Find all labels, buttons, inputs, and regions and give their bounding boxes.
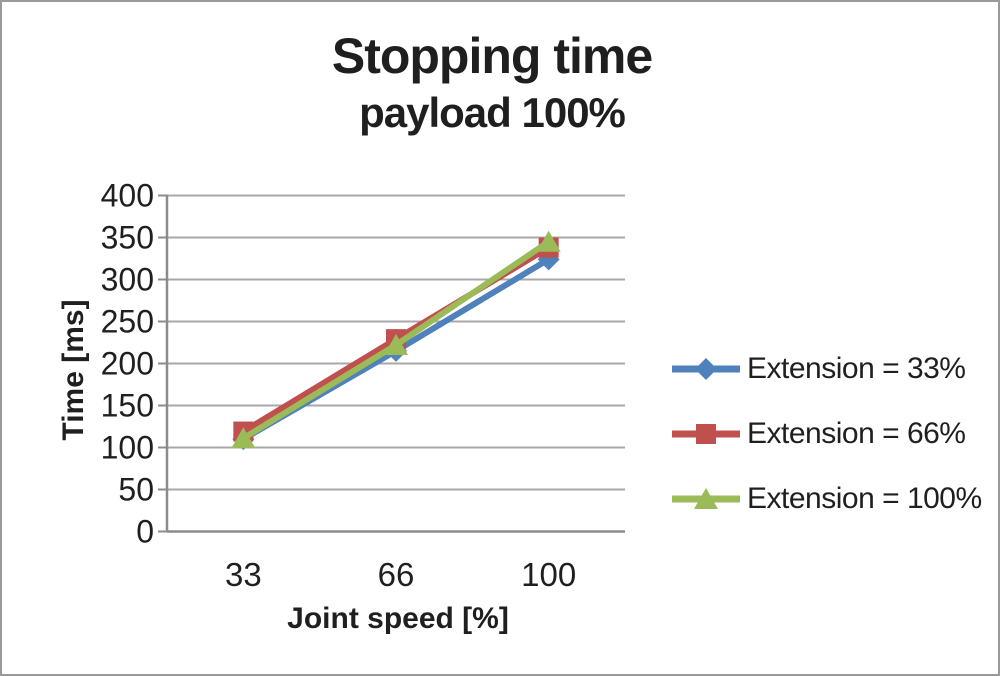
- y-tick-label: 150: [101, 388, 154, 424]
- y-tick-label: 300: [101, 262, 154, 298]
- x-tick-label: 100: [521, 556, 576, 593]
- chart-title: Stopping time: [331, 28, 653, 84]
- x-axis-title: Joint speed [%]: [287, 602, 509, 635]
- y-tick-label: 0: [136, 514, 154, 550]
- series-marker-triangle: [231, 427, 256, 449]
- chart-subtitle: payload 100%: [359, 89, 626, 136]
- legend-swatch: [672, 424, 740, 444]
- legend-item: Extension = 100%: [670, 482, 982, 516]
- series-marker-diamond: [695, 358, 717, 380]
- y-tick-label: 250: [101, 304, 154, 340]
- legend-swatch: [672, 358, 740, 380]
- legend-item: Extension = 33%: [670, 352, 982, 386]
- legend-swatch: [672, 488, 740, 509]
- y-tick-label: 350: [101, 220, 154, 256]
- x-tick-label: 66: [378, 556, 415, 593]
- legend-label: Extension = 100%: [747, 482, 982, 515]
- series-marker-square: [696, 424, 716, 444]
- legend-label: Extension = 66%: [747, 417, 966, 450]
- series-marker-triangle: [694, 488, 718, 509]
- y-tick-label: 200: [101, 346, 154, 382]
- y-tick-label: 400: [101, 178, 154, 214]
- series-marker-triangle: [536, 230, 561, 252]
- legend-label: Extension = 33%: [747, 352, 966, 385]
- legend: Extension = 33% Extension = 66% Extension …: [670, 352, 982, 516]
- x-tick-label: 33: [225, 556, 262, 593]
- y-tick-label: 50: [118, 472, 154, 508]
- legend-item: Extension = 66%: [670, 417, 982, 451]
- series-marker-triangle: [384, 334, 408, 356]
- y-tick-label: 100: [101, 430, 154, 466]
